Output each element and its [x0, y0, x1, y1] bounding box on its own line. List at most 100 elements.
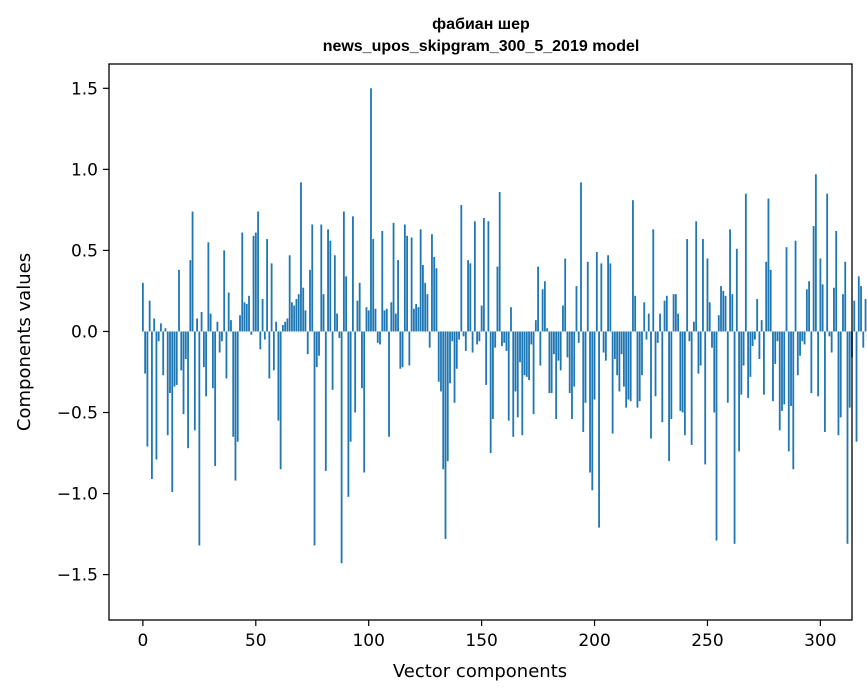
- bar: [514, 331, 517, 392]
- x-axis-label: Vector components: [393, 661, 567, 682]
- bar: [478, 331, 481, 342]
- bar: [532, 331, 535, 415]
- y-tick-label: 1.5: [71, 79, 98, 99]
- bar: [817, 331, 820, 397]
- bar: [729, 229, 731, 332]
- bar: [523, 331, 526, 376]
- bar: [272, 331, 275, 371]
- plot-frame: [108, 63, 853, 621]
- bar: [428, 331, 431, 348]
- bar: [329, 240, 332, 332]
- bar: [394, 313, 397, 332]
- bar: [417, 307, 420, 332]
- bar: [683, 331, 686, 436]
- bar: [227, 292, 230, 332]
- bar: [704, 331, 707, 465]
- bar: [293, 305, 296, 332]
- bar: [724, 295, 727, 332]
- bar: [693, 321, 695, 332]
- bar: [207, 242, 210, 332]
- bar: [388, 331, 390, 437]
- bar: [632, 200, 634, 332]
- bar: [821, 284, 824, 332]
- bar: [221, 331, 223, 342]
- bar: [679, 331, 682, 411]
- x-tick-label: 100: [352, 631, 384, 651]
- bar: [214, 331, 217, 466]
- bar: [173, 331, 176, 387]
- bar: [309, 269, 311, 332]
- bar: [390, 302, 393, 332]
- x-tick-label: 50: [245, 631, 267, 651]
- bar: [211, 331, 214, 389]
- bar: [541, 289, 544, 332]
- bar: [455, 331, 458, 369]
- bar: [225, 331, 228, 379]
- bar: [304, 310, 307, 332]
- bar: [713, 331, 716, 413]
- bar: [758, 331, 761, 360]
- bar: [763, 331, 765, 395]
- bar: [198, 331, 201, 546]
- bar: [661, 331, 664, 423]
- bar: [760, 320, 763, 332]
- bar: [422, 265, 424, 332]
- bar: [548, 331, 551, 394]
- bar: [241, 232, 244, 332]
- bar: [315, 331, 318, 368]
- bar: [300, 182, 302, 332]
- bar: [855, 331, 858, 442]
- bar: [848, 331, 851, 408]
- bar: [336, 313, 338, 332]
- bar: [453, 331, 456, 403]
- bar: [169, 331, 171, 394]
- bar: [383, 310, 386, 332]
- x-tick-label: 200: [578, 631, 610, 651]
- bar: [340, 331, 343, 564]
- bar: [620, 331, 623, 355]
- bar: [672, 294, 675, 332]
- bar: [327, 229, 329, 332]
- chart-subtitle: news_upos_skipgram_300_5_2019 model: [323, 38, 640, 55]
- bar: [187, 331, 189, 449]
- bar: [487, 221, 490, 332]
- bar: [830, 331, 833, 353]
- bar: [286, 318, 289, 332]
- bar: [239, 315, 241, 332]
- bar: [180, 331, 183, 371]
- bar: [345, 276, 348, 332]
- bar: [591, 331, 594, 491]
- bar: [406, 235, 409, 332]
- bar: [363, 331, 366, 473]
- bar: [277, 331, 280, 421]
- bar: [654, 331, 657, 397]
- bar: [320, 224, 323, 332]
- bar: [318, 331, 320, 356]
- bar: [656, 331, 659, 343]
- bar: [153, 318, 156, 332]
- bar: [342, 211, 345, 332]
- bar: [812, 226, 815, 332]
- bar: [494, 331, 497, 348]
- bar: [236, 331, 239, 442]
- bar: [738, 331, 740, 452]
- bar: [365, 307, 368, 332]
- bar: [401, 331, 404, 368]
- bar: [862, 331, 865, 348]
- bar: [629, 331, 632, 402]
- bar: [550, 331, 553, 394]
- bar: [638, 331, 641, 402]
- y-tick-label: 0.5: [71, 241, 98, 261]
- bar: [792, 331, 795, 470]
- bar: [209, 313, 212, 332]
- bar: [146, 331, 149, 447]
- y-axis: −1.5 −1.0 −0.5 0.0 0.5 1.0 1.5: [57, 79, 109, 586]
- bar: [613, 331, 616, 360]
- bar: [584, 331, 587, 403]
- bar: [205, 331, 208, 397]
- bar: [731, 294, 734, 332]
- bar: [243, 302, 246, 332]
- bar: [507, 331, 510, 421]
- bar: [268, 331, 271, 379]
- bar: [573, 331, 576, 387]
